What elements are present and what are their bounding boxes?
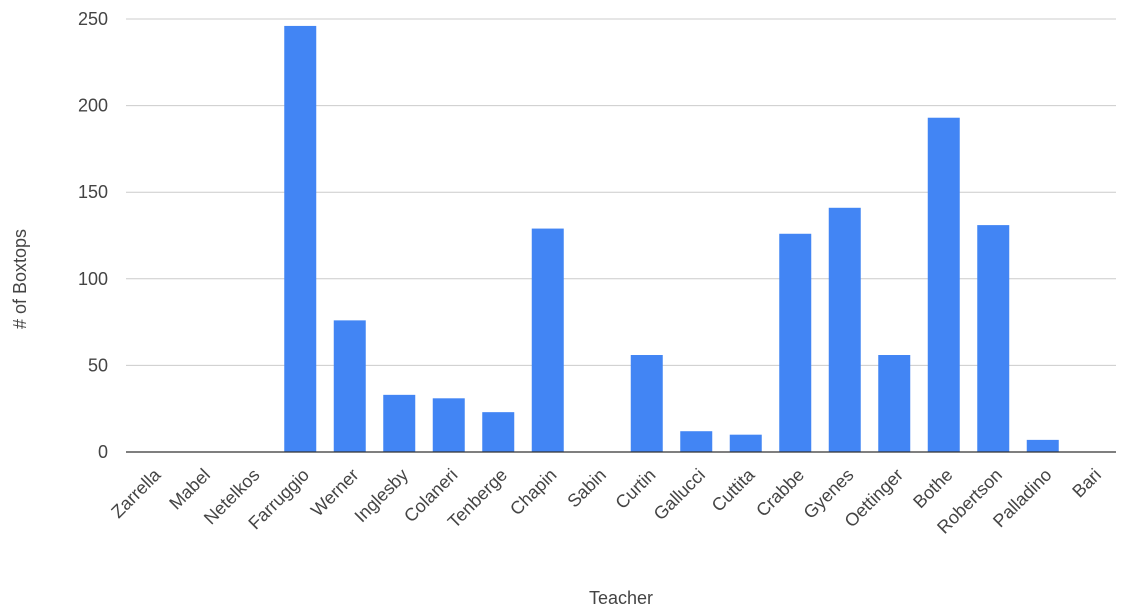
y-tick-label: 100 bbox=[78, 269, 108, 289]
bar-crabbe bbox=[779, 233, 812, 452]
x-tick-label: Gallucci bbox=[650, 465, 709, 524]
bar-gallucci bbox=[680, 431, 713, 452]
y-tick-label: 250 bbox=[78, 9, 108, 29]
y-tick-label: 0 bbox=[98, 442, 108, 462]
x-axis-ticks: Zarrella MabelNetelkosFarruggioWernerIngl… bbox=[107, 464, 1105, 538]
x-tick-label: Crabbe bbox=[752, 465, 808, 521]
x-axis-title: Teacher bbox=[589, 588, 653, 608]
bar-bothe bbox=[927, 117, 960, 452]
bar-colaneri bbox=[432, 398, 465, 452]
bar-palladino bbox=[1026, 439, 1059, 452]
x-tick-label: Inglesby bbox=[351, 465, 413, 527]
y-axis-ticks: 0 50 100 150 200 250 bbox=[78, 9, 108, 462]
x-tick-label: Chapin bbox=[506, 465, 560, 519]
x-tick-label: Curtin bbox=[611, 465, 659, 513]
x-tick-label: Sabin bbox=[563, 465, 610, 512]
bar-inglesby bbox=[383, 394, 416, 452]
gridlines bbox=[126, 18, 1116, 366]
bar-curtin bbox=[630, 355, 663, 452]
bars bbox=[284, 25, 1059, 452]
bar-chapin bbox=[531, 228, 564, 452]
y-tick-label: 50 bbox=[88, 355, 108, 375]
x-tick-label: Cuttita bbox=[708, 464, 760, 516]
bar-gyenes bbox=[828, 207, 861, 452]
bar-tenberge bbox=[482, 412, 515, 452]
y-tick-label: 200 bbox=[78, 96, 108, 116]
x-tick-label: Zarrella bbox=[107, 464, 165, 522]
x-tick-label: Bothe bbox=[909, 465, 956, 512]
x-tick-label: Bari bbox=[1068, 465, 1105, 502]
y-tick-label: 150 bbox=[78, 182, 108, 202]
bar-robertson bbox=[977, 225, 1010, 452]
y-axis-title: # of Boxtops bbox=[10, 229, 30, 329]
bar-werner bbox=[333, 320, 366, 452]
bar-farruggio bbox=[284, 25, 317, 452]
bar-cuttita bbox=[729, 434, 762, 452]
bar-oettinger bbox=[878, 355, 911, 452]
